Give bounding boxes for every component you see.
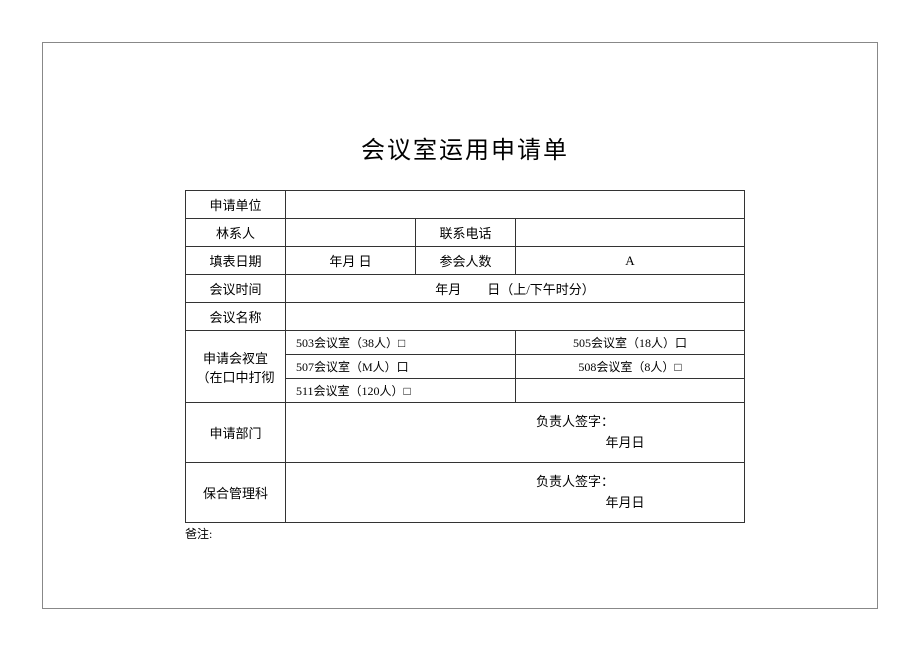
mgmt-label: 保合管理科 [186, 463, 286, 523]
room-503: 503会议室（38人）□ [286, 331, 516, 355]
contact-person-label: 林系人 [186, 219, 286, 247]
contact-phone-label: 联系电话 [416, 219, 516, 247]
mgmt-sign: 负责人签字： 年月日 [286, 463, 745, 523]
note-label: 爸注: [185, 525, 745, 542]
attendee-count-value: A [516, 247, 745, 275]
applicant-unit-label: 申请单位 [186, 191, 286, 219]
sign-date: 年月日 [414, 493, 736, 514]
table-row: 申请会衩宜 （在口中打彻 503会议室（38人）□ 505会议室（18人）口 [186, 331, 745, 355]
meeting-name-label: 会议名称 [186, 303, 286, 331]
meeting-time-label: 会议时间 [186, 275, 286, 303]
dept-sign: 负责人签字： 年月日 [286, 403, 745, 463]
fill-date-value: 年月 日 [286, 247, 416, 275]
contact-phone-value [516, 219, 745, 247]
table-row: 申请单位 [186, 191, 745, 219]
request-room-label: 申请会衩宜 （在口中打彻 [186, 331, 286, 403]
sign-label: 负责人签字： [414, 412, 736, 433]
applicant-unit-value [286, 191, 745, 219]
request-room-label-line2: （在口中打彻 [194, 367, 277, 386]
table-row: 申请部门 负责人签字： 年月日 [186, 403, 745, 463]
dept-label: 申请部门 [186, 403, 286, 463]
fill-date-label: 填表日期 [186, 247, 286, 275]
sign-label: 负责人签字： [414, 472, 736, 493]
sign-date: 年月日 [414, 433, 736, 454]
room-511: 511会议室（120人）□ [286, 379, 516, 403]
table-row: 会议时间 年月 日（上/下午时分） [186, 275, 745, 303]
room-508: 508会议室（8人）□ [516, 355, 745, 379]
form-content: 会议室运用申请单 申请单位 林系人 联系电话 填表日期 年月 日 参会人数 A … [185, 130, 745, 542]
contact-person-value [286, 219, 416, 247]
room-505: 505会议室（18人）口 [516, 331, 745, 355]
request-room-label-line1: 申请会衩宜 [194, 348, 277, 367]
meeting-name-value [286, 303, 745, 331]
table-row: 填表日期 年月 日 参会人数 A [186, 247, 745, 275]
form-title: 会议室运用申请单 [185, 130, 745, 165]
table-row: 林系人 联系电话 [186, 219, 745, 247]
room-empty [516, 379, 745, 403]
meeting-time-value: 年月 日（上/下午时分） [286, 275, 745, 303]
room-507: 507会议室（M人）口 [286, 355, 516, 379]
application-table: 申请单位 林系人 联系电话 填表日期 年月 日 参会人数 A 会议时间 年月 日… [185, 190, 745, 523]
table-row: 保合管理科 负责人签字： 年月日 [186, 463, 745, 523]
table-row: 会议名称 [186, 303, 745, 331]
attendee-count-label: 参会人数 [416, 247, 516, 275]
